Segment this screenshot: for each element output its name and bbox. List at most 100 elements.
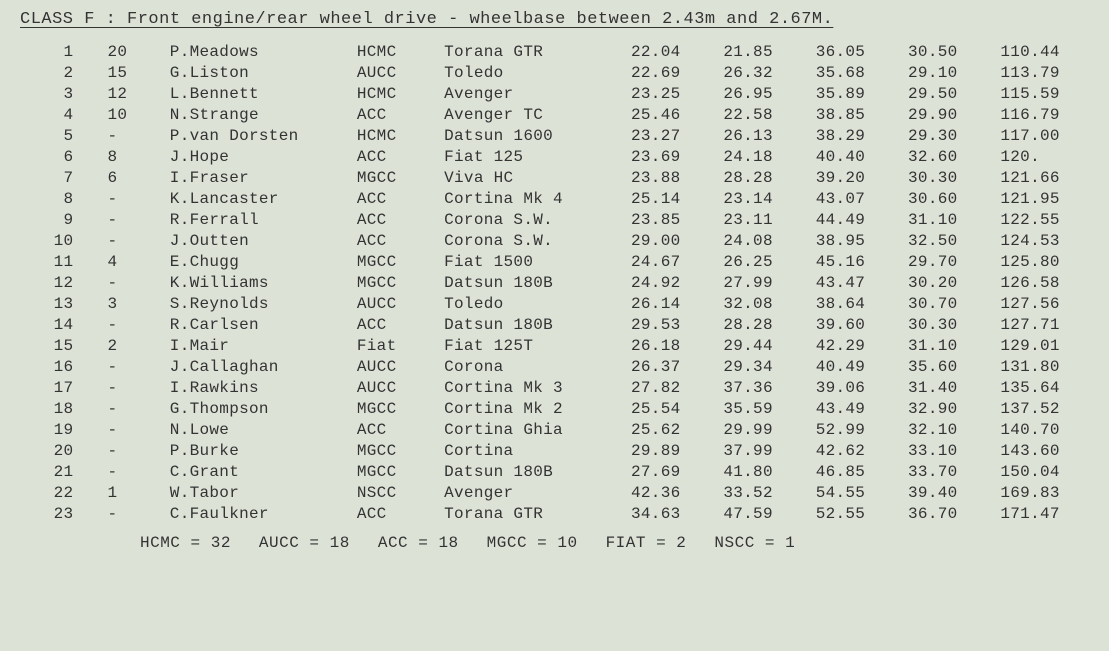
time4-cell: 29.70	[904, 251, 996, 272]
time2-cell: 26.13	[719, 125, 811, 146]
name-cell: I.Rawkins	[166, 377, 353, 398]
time3-cell: 40.49	[812, 356, 904, 377]
table-row: 14-R.CarlsenACCDatsun 180B29.5328.2839.6…	[20, 314, 1089, 335]
total-cell: 127.56	[996, 293, 1089, 314]
table-row: 114E.ChuggMGCCFiat 150024.6726.2545.1629…	[20, 251, 1089, 272]
time2-cell: 26.32	[719, 62, 811, 83]
time2-cell: 24.18	[719, 146, 811, 167]
time3-cell: 39.06	[812, 377, 904, 398]
time3-cell: 52.99	[812, 419, 904, 440]
name-cell: P.van Dorsten	[166, 125, 353, 146]
position-cell: 10	[20, 230, 103, 251]
name-cell: I.Mair	[166, 335, 353, 356]
summary-item: MGCC = 10	[487, 534, 578, 552]
car-cell: Cortina Mk 2	[440, 398, 627, 419]
club-cell: ACC	[353, 209, 440, 230]
table-row: 10-J.OuttenACCCorona S.W.29.0024.0838.95…	[20, 230, 1089, 251]
car-cell: Avenger TC	[440, 104, 627, 125]
time2-cell: 47.59	[719, 503, 811, 524]
club-cell: ACC	[353, 188, 440, 209]
car-cell: Corona S.W.	[440, 230, 627, 251]
time3-cell: 52.55	[812, 503, 904, 524]
position-cell: 16	[20, 356, 103, 377]
total-cell: 127.71	[996, 314, 1089, 335]
car-cell: Corona	[440, 356, 627, 377]
car-cell: Datsun 180B	[440, 272, 627, 293]
club-cell: ACC	[353, 314, 440, 335]
name-cell: C.Grant	[166, 461, 353, 482]
time3-cell: 39.20	[812, 167, 904, 188]
position-cell: 3	[20, 83, 103, 104]
name-cell: R.Carlsen	[166, 314, 353, 335]
position-cell: 9	[20, 209, 103, 230]
position-cell: 12	[20, 272, 103, 293]
position-cell: 17	[20, 377, 103, 398]
table-row: 19-N.LoweACCCortina Ghia25.6229.9952.993…	[20, 419, 1089, 440]
time1-cell: 42.36	[627, 482, 719, 503]
total-cell: 137.52	[996, 398, 1089, 419]
name-cell: C.Faulkner	[166, 503, 353, 524]
total-cell: 131.80	[996, 356, 1089, 377]
points-cell: -	[103, 272, 165, 293]
time2-cell: 28.28	[719, 314, 811, 335]
club-cell: MGCC	[353, 251, 440, 272]
time1-cell: 23.88	[627, 167, 719, 188]
time4-cell: 33.10	[904, 440, 996, 461]
club-cell: AUCC	[353, 62, 440, 83]
points-cell: 10	[103, 104, 165, 125]
time1-cell: 29.00	[627, 230, 719, 251]
club-summary: HCMC = 32AUCC = 18ACC = 18MGCC = 10FIAT …	[20, 534, 1089, 552]
summary-item: AUCC = 18	[259, 534, 350, 552]
time4-cell: 29.30	[904, 125, 996, 146]
time1-cell: 26.37	[627, 356, 719, 377]
position-cell: 6	[20, 146, 103, 167]
time1-cell: 26.18	[627, 335, 719, 356]
total-cell: 120.	[996, 146, 1089, 167]
time4-cell: 31.10	[904, 335, 996, 356]
points-cell: -	[103, 503, 165, 524]
table-row: 9-R.FerrallACCCorona S.W.23.8523.1144.49…	[20, 209, 1089, 230]
time1-cell: 22.04	[627, 41, 719, 62]
points-cell: 1	[103, 482, 165, 503]
time3-cell: 43.07	[812, 188, 904, 209]
table-row: 133S.ReynoldsAUCCToledo26.1432.0838.6430…	[20, 293, 1089, 314]
car-cell: Toledo	[440, 62, 627, 83]
table-row: 221W.TaborNSCCAvenger42.3633.5254.5539.4…	[20, 482, 1089, 503]
table-row: 215G.ListonAUCCToledo22.6926.3235.6829.1…	[20, 62, 1089, 83]
position-cell: 8	[20, 188, 103, 209]
car-cell: Fiat 125	[440, 146, 627, 167]
summary-item: FIAT = 2	[606, 534, 687, 552]
time2-cell: 37.36	[719, 377, 811, 398]
total-cell: 121.95	[996, 188, 1089, 209]
club-cell: AUCC	[353, 377, 440, 398]
car-cell: Datsun 1600	[440, 125, 627, 146]
total-cell: 124.53	[996, 230, 1089, 251]
time3-cell: 43.49	[812, 398, 904, 419]
time4-cell: 32.60	[904, 146, 996, 167]
time3-cell: 44.49	[812, 209, 904, 230]
table-row: 120P.MeadowsHCMCTorana GTR22.0421.8536.0…	[20, 41, 1089, 62]
time4-cell: 30.30	[904, 167, 996, 188]
summary-item: HCMC = 32	[140, 534, 231, 552]
position-cell: 19	[20, 419, 103, 440]
car-cell: Avenger	[440, 83, 627, 104]
time2-cell: 21.85	[719, 41, 811, 62]
time3-cell: 36.05	[812, 41, 904, 62]
time1-cell: 27.69	[627, 461, 719, 482]
time3-cell: 35.68	[812, 62, 904, 83]
time2-cell: 29.99	[719, 419, 811, 440]
time4-cell: 36.70	[904, 503, 996, 524]
time1-cell: 23.27	[627, 125, 719, 146]
time3-cell: 35.89	[812, 83, 904, 104]
table-row: 5-P.van DorstenHCMCDatsun 160023.2726.13…	[20, 125, 1089, 146]
time3-cell: 38.29	[812, 125, 904, 146]
table-row: 20-P.BurkeMGCCCortina29.8937.9942.6233.1…	[20, 440, 1089, 461]
club-cell: ACC	[353, 419, 440, 440]
club-cell: NSCC	[353, 482, 440, 503]
time4-cell: 39.40	[904, 482, 996, 503]
time4-cell: 30.60	[904, 188, 996, 209]
club-cell: HCMC	[353, 83, 440, 104]
time2-cell: 27.99	[719, 272, 811, 293]
name-cell: L.Bennett	[166, 83, 353, 104]
position-cell: 21	[20, 461, 103, 482]
